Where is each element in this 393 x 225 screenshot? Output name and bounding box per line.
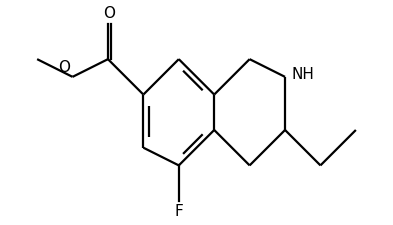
Text: NH: NH bbox=[292, 67, 314, 82]
Text: O: O bbox=[103, 6, 115, 21]
Text: O: O bbox=[58, 60, 70, 75]
Text: F: F bbox=[174, 204, 183, 219]
